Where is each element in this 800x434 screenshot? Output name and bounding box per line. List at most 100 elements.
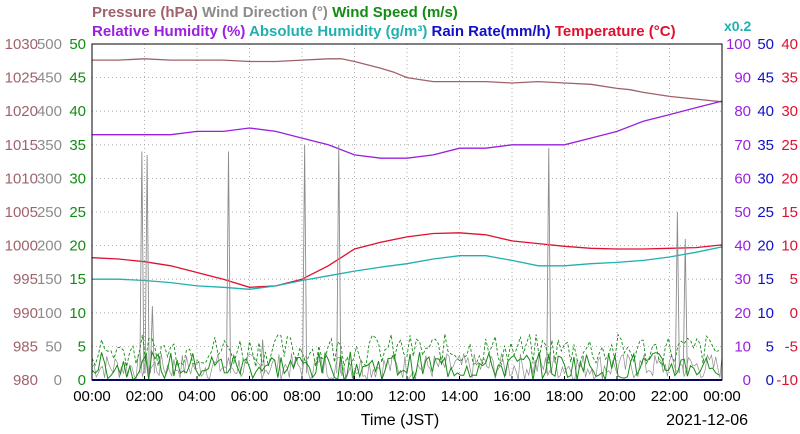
- legend-entry-temp: Temperature (°C): [551, 23, 676, 40]
- wind-direction-spike: [139, 151, 145, 374]
- y-tick-rh: 10: [734, 338, 751, 355]
- y-tick-wind_speed: 5: [78, 338, 86, 355]
- y-tick-pressure: 1020: [5, 103, 38, 120]
- date-label: 2021-12-06: [666, 412, 748, 429]
- y-tick-pressure: 1010: [5, 170, 38, 187]
- wind-direction-spike: [226, 151, 231, 374]
- y-tick-pressure: 990: [13, 305, 38, 322]
- wind-direction-spike: [149, 306, 155, 374]
- y-tick-rain: 25: [757, 204, 774, 221]
- y-tick-wind_dir: 250: [37, 204, 62, 221]
- x-tick-label: 10:00: [336, 388, 374, 405]
- y-tick-rh: 60: [734, 170, 751, 187]
- wind-direction-spike: [682, 238, 688, 374]
- y-tick-temp: 35: [781, 70, 798, 87]
- y-tick-rain: 35: [757, 137, 774, 154]
- wind-direction-spike: [144, 154, 150, 374]
- x-tick-label: 00:00: [73, 388, 111, 405]
- x-tick-label: 22:00: [651, 388, 689, 405]
- y-tick-rh: 50: [734, 204, 751, 221]
- y-tick-rain: 45: [757, 70, 774, 87]
- y-tick-pressure: 1005: [5, 204, 38, 221]
- y-tick-pressure: 1000: [5, 238, 38, 255]
- y-tick-wind_speed: 15: [69, 271, 86, 288]
- x-tick-label: 18:00: [546, 388, 584, 405]
- y-tick-wind_speed: 35: [69, 137, 86, 154]
- y-tick-wind_speed: 20: [69, 238, 86, 255]
- y-tick-rain: 5: [766, 338, 774, 355]
- series-line: [92, 58, 723, 103]
- legend: Pressure (hPa) Wind Direction (°) Wind S…: [92, 4, 751, 40]
- y-axes: 1030102510201015101010051000995990985980…: [5, 36, 798, 389]
- y-tick-wind_dir: 100: [37, 305, 62, 322]
- y-tick-rain: 0: [766, 372, 774, 389]
- y-tick-rain: 15: [757, 271, 774, 288]
- x-tick-label: 00:00: [703, 388, 741, 405]
- y-tick-temp: 40: [781, 36, 798, 53]
- legend-entry-pressure: Pressure (hPa): [92, 4, 198, 21]
- y-tick-wind_dir: 150: [37, 271, 62, 288]
- y-tick-wind_dir: 50: [45, 338, 62, 355]
- y-tick-pressure: 980: [13, 372, 38, 389]
- y-tick-rh: 90: [734, 70, 751, 87]
- y-tick-temp: 10: [781, 238, 798, 255]
- grid: [92, 44, 722, 380]
- y-tick-temp: 5: [790, 271, 798, 288]
- y-tick-rh: 70: [734, 137, 751, 154]
- y-tick-wind_dir: 200: [37, 238, 62, 255]
- series-line: [92, 246, 723, 290]
- wind-direction-spike: [546, 148, 552, 374]
- wind-direction-spike: [260, 339, 266, 374]
- y-tick-rain: 20: [757, 238, 774, 255]
- legend-row: Pressure (hPa) Wind Direction (°) Wind S…: [92, 4, 458, 21]
- x-axis-title: Time (JST): [361, 412, 440, 429]
- y-tick-temp: 30: [781, 103, 798, 120]
- x-tick-label: 16:00: [493, 388, 531, 405]
- y-tick-wind_dir: 400: [37, 103, 62, 120]
- legend-entry-rain: Rain Rate(mm/h): [427, 23, 550, 40]
- y-tick-wind_speed: 30: [69, 170, 86, 187]
- x-tick-label: 14:00: [441, 388, 479, 405]
- y-tick-temp: 25: [781, 137, 798, 154]
- legend-entry-wind_dir: Wind Direction (°): [198, 4, 328, 21]
- y-tick-pressure: 1030: [5, 36, 38, 53]
- y-tick-wind_dir: 300: [37, 170, 62, 187]
- legend-entry-wind_speed: Wind Speed (m/s): [328, 4, 458, 21]
- y-tick-rain: 10: [757, 305, 774, 322]
- y-tick-pressure: 1025: [5, 70, 38, 87]
- legend-entry-ah: Absolute Humidity (g/m³): [245, 23, 427, 40]
- x-tick-label: 02:00: [126, 388, 164, 405]
- y-tick-rh: 100: [726, 36, 751, 53]
- series-line: [92, 100, 723, 159]
- y-tick-wind_speed: 50: [69, 36, 86, 53]
- wind-direction-spike: [674, 211, 680, 374]
- y-tick-wind_dir: 0: [54, 372, 62, 389]
- series-wind-speed: [91, 350, 720, 382]
- y-tick-temp: -10: [776, 372, 798, 389]
- legend-entry-rh: Relative Humidity (%): [92, 23, 245, 40]
- series-line: [91, 232, 723, 288]
- y-tick-pressure: 1015: [5, 137, 38, 154]
- rain-scale-note: x0.2: [724, 18, 751, 34]
- y-tick-pressure: 995: [13, 271, 38, 288]
- y-tick-wind_speed: 25: [69, 204, 86, 221]
- y-tick-wind_dir: 450: [37, 70, 62, 87]
- y-tick-rain: 50: [757, 36, 774, 53]
- y-tick-wind_dir: 350: [37, 137, 62, 154]
- y-tick-wind_speed: 45: [69, 70, 86, 87]
- y-tick-rh: 40: [734, 238, 751, 255]
- y-tick-temp: -5: [785, 338, 798, 355]
- y-tick-temp: 0: [790, 305, 798, 322]
- x-tick-label: 06:00: [231, 388, 269, 405]
- legend-row: Relative Humidity (%) Absolute Humidity …: [92, 23, 676, 40]
- y-tick-temp: 15: [781, 204, 798, 221]
- wind-direction-spike: [302, 144, 308, 374]
- y-tick-rh: 80: [734, 103, 751, 120]
- x-tick-label: 04:00: [178, 388, 216, 405]
- y-tick-rain: 40: [757, 103, 774, 120]
- y-tick-temp: 20: [781, 170, 798, 187]
- wind-direction-spike: [336, 144, 342, 374]
- y-tick-rh: 0: [743, 372, 751, 389]
- y-tick-rain: 30: [757, 170, 774, 187]
